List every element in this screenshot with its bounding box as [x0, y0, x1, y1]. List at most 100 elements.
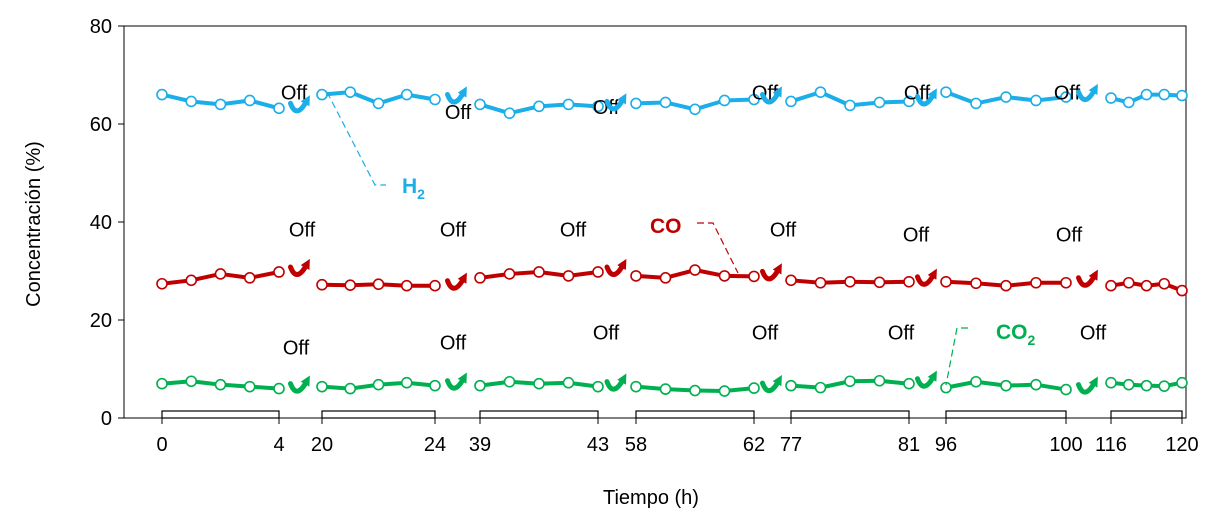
off-label: Off: [289, 220, 316, 242]
data-point-co2: [1158, 380, 1171, 392]
on-period-bar: [790, 410, 910, 419]
off-label: Off: [770, 220, 797, 242]
data-point-co: [903, 275, 915, 288]
on-period-bars: [161, 410, 1183, 419]
data-point-co: [1060, 276, 1072, 289]
data-point-co: [940, 275, 952, 288]
data-point-co2: [844, 375, 856, 388]
data-point-h2: [873, 96, 886, 109]
data-point-co2: [533, 377, 545, 390]
data-point-co: [429, 279, 441, 292]
data-point-co2: [970, 375, 982, 388]
off-arrow-icon: [288, 258, 310, 277]
data-point-h2: [372, 97, 385, 110]
y-axis-title: Concentración (%): [23, 141, 45, 307]
x-axis-ticks: 0 4 20 24 39 43 58 62 77 81 96 100 116 120: [156, 418, 1199, 456]
x-tick-label: 62: [743, 434, 765, 456]
data-point-co: [273, 266, 285, 278]
y-tick-label: 60: [90, 114, 112, 136]
data-point-h2: [1060, 91, 1072, 103]
data-point-co: [785, 274, 797, 287]
off-arrow-icon: [604, 258, 627, 277]
off-arrow-icon: [915, 268, 937, 287]
data-point-h2: [659, 96, 672, 109]
x-axis-title: Tiempo (h): [603, 487, 699, 509]
leader-line-co2: [945, 327, 968, 386]
data-point-h2: [273, 102, 285, 115]
off-label: Off: [593, 323, 620, 345]
x-tick-label: 116: [1095, 434, 1127, 456]
data-point-co2: [214, 378, 227, 391]
off-arrow-icon: [915, 370, 937, 389]
data-point-h2: [185, 95, 198, 108]
data-point-co2: [718, 385, 731, 397]
off-arrow-icon: [760, 263, 782, 282]
data-point-co: [400, 279, 413, 292]
data-point-h2: [214, 98, 227, 111]
data-point-co: [659, 272, 672, 284]
x-tick-label: 39: [469, 434, 491, 456]
data-point-co2: [400, 376, 413, 389]
on-period-bar: [1110, 410, 1183, 419]
data-point-h2: [1122, 96, 1135, 109]
off-arrow-icon: [604, 93, 627, 112]
series-label-co2: CO2: [996, 321, 1036, 348]
data-point-co: [1140, 279, 1153, 292]
data-point-co2: [592, 380, 604, 393]
off-arrow-icon: [915, 88, 937, 107]
data-point-co2: [814, 381, 827, 394]
leader-line-h2: [326, 91, 386, 186]
data-point-h2: [903, 95, 915, 108]
data-point-h2: [592, 100, 604, 113]
off-label: Off: [440, 220, 467, 242]
series-label-text: CO: [650, 215, 682, 238]
data-point-h2: [1105, 92, 1117, 104]
data-point-co: [503, 268, 516, 280]
data-point-co2: [372, 378, 385, 391]
data-point-co2: [474, 379, 486, 392]
data-point-co2: [748, 382, 760, 394]
off-markers: Off Off Off Off Off Off Off Off Off Off Off Off Off O…: [281, 83, 1107, 395]
data-point-h2: [344, 86, 357, 98]
data-point-co: [689, 264, 701, 276]
off-label: Off: [904, 83, 931, 105]
x-tick-label: 43: [587, 434, 609, 456]
data-point-co: [344, 279, 357, 292]
data-point-co2: [1122, 378, 1135, 391]
data-point-co: [844, 275, 856, 288]
data-point-co: [1176, 284, 1188, 297]
x-tick-label: 4: [273, 434, 284, 456]
data-point-co: [1105, 279, 1117, 292]
series-label-h2: H2: [402, 175, 425, 202]
off-arrow-icon: [288, 375, 310, 394]
y-tick-label: 40: [90, 212, 112, 234]
data-point-co2: [630, 380, 642, 393]
off-arrow-icon: [445, 372, 467, 391]
data-point-co: [533, 266, 545, 278]
data-point-h2: [503, 107, 516, 120]
data-point-h2: [844, 99, 856, 112]
off-label: Off: [445, 102, 472, 124]
data-point-co2: [1060, 383, 1072, 396]
data-point-h2: [474, 98, 486, 111]
data-point-h2: [400, 88, 413, 101]
data-point-h2: [970, 97, 982, 110]
data-point-co2: [156, 377, 168, 390]
data-point-co: [1158, 277, 1171, 290]
off-arrow-icon: [1076, 269, 1098, 288]
y-tick-label: 0: [101, 408, 112, 430]
y-axis-ticks: 0 20 40 60 80: [90, 16, 124, 430]
off-label: Off: [903, 225, 930, 247]
series-label-subscript: 2: [417, 186, 425, 202]
data-point-co2: [1105, 376, 1117, 389]
data-point-co2: [344, 382, 357, 395]
data-point-h2: [1030, 94, 1042, 107]
y-tick-label: 80: [90, 16, 112, 38]
x-tick-label: 20: [311, 434, 333, 456]
data-point-co2: [429, 379, 441, 392]
data-point-co: [873, 276, 886, 289]
data-point-co2: [1176, 376, 1188, 389]
data-point-co: [474, 272, 486, 284]
data-point-co2: [243, 380, 256, 393]
